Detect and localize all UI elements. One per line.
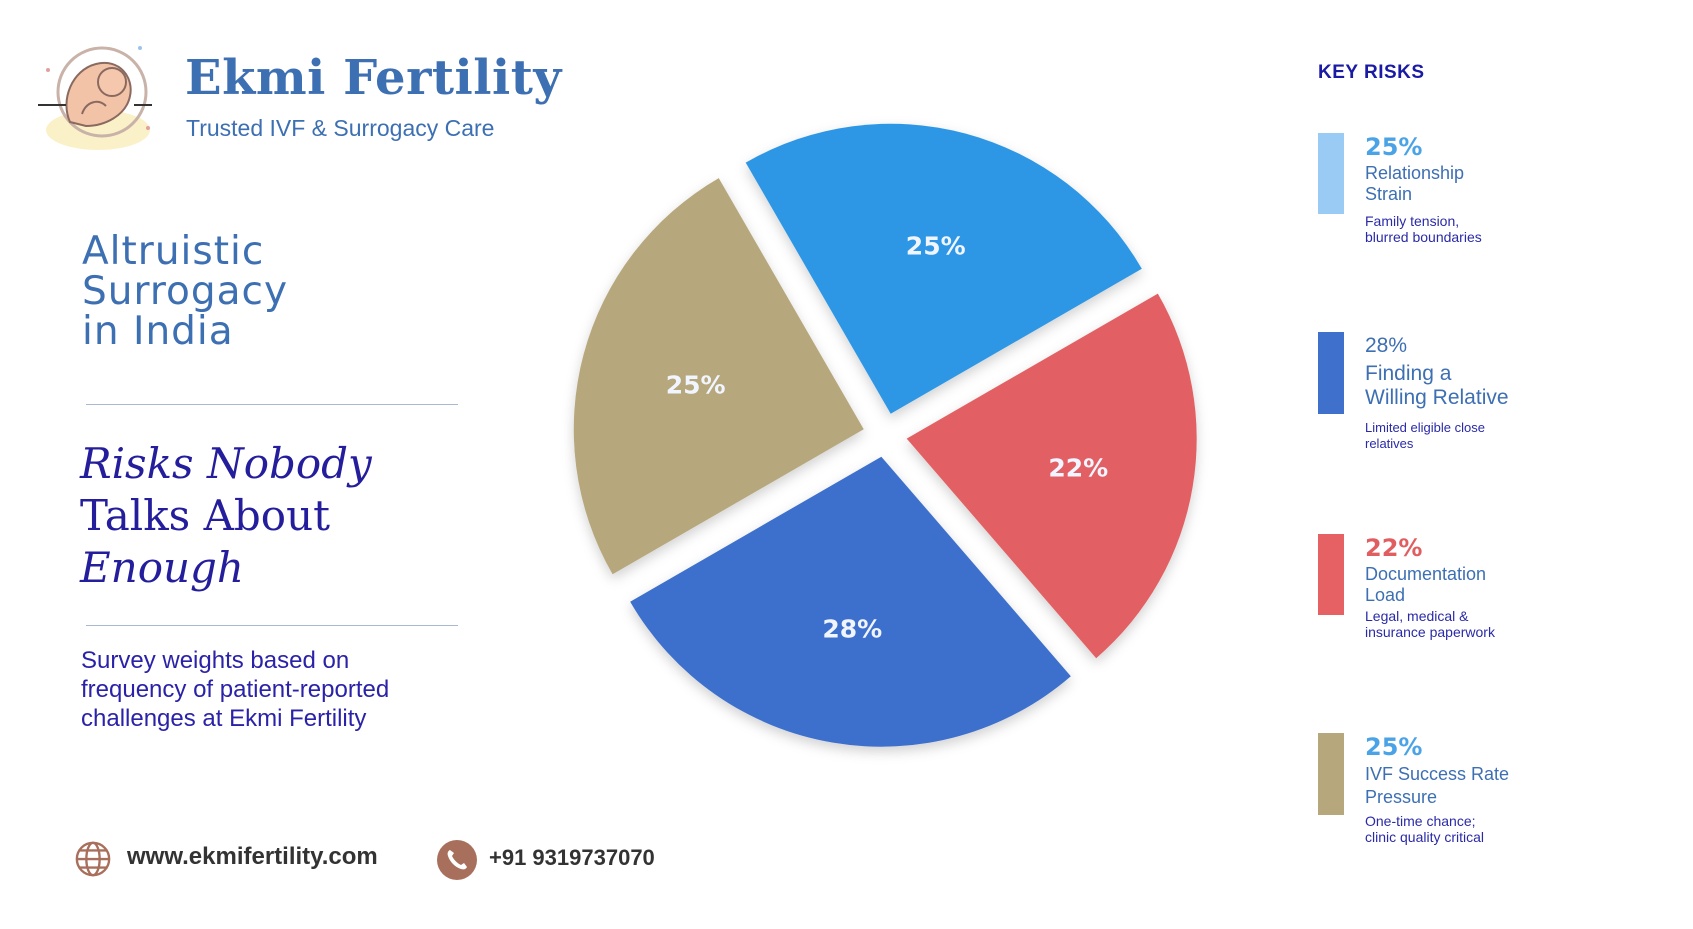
pie-slice-label: 22% (1048, 454, 1108, 483)
pie-slice-label: 28% (822, 614, 882, 643)
pie-slice (745, 123, 1142, 414)
phone-link[interactable]: +91 9319737070 (489, 845, 655, 870)
globe-icon (75, 841, 111, 877)
legend-item: 28% Finding a Willing Relative Limited e… (1318, 332, 1558, 472)
legend-percent: 25% (1365, 733, 1423, 761)
fetus-logo-icon (38, 46, 152, 150)
page-title-line: Altruistic (82, 229, 265, 274)
page-title-line: Surrogacy (82, 269, 289, 314)
pie-slice-label: 25% (906, 232, 966, 261)
legend-label: Documentation Load (1365, 564, 1487, 605)
legend-item: 25% Relationship Strain Family tension, … (1318, 133, 1558, 273)
legend-swatch (1318, 534, 1344, 615)
legend-label: Relationship Strain (1365, 163, 1465, 204)
pie-slice-label: 25% (666, 370, 726, 399)
subtitle-line: Enough (80, 543, 244, 592)
legend-item: 22% Documentation Load Legal, medical & … (1318, 534, 1558, 674)
legend-swatch (1318, 332, 1344, 414)
website-link[interactable]: www.ekmifertility.com (127, 843, 378, 870)
legend-description: One-time chance; clinic quality critical (1365, 813, 1485, 845)
survey-note: Survey weights based on frequency of pat… (81, 647, 390, 732)
subtitle-line: Talks About (80, 491, 331, 540)
pie-chart: 25% 22% 28% 25% (573, 123, 1197, 747)
pie-slice (630, 456, 1071, 747)
divider (86, 625, 458, 626)
pie-slice (573, 178, 864, 575)
legend-swatch (1318, 733, 1344, 815)
phone-icon (437, 840, 477, 880)
page-title-line: in India (82, 309, 234, 354)
legend-description: Family tension, blurred boundaries (1365, 213, 1482, 245)
legend-description: Legal, medical & insurance paperwork (1365, 608, 1495, 640)
legend-label: Finding a Willing Relative (1365, 362, 1509, 409)
brand-tagline: Trusted IVF & Surrogacy Care (186, 115, 495, 141)
legend-title: KEY RISKS (1318, 62, 1425, 83)
legend-item: 25% IVF Success Rate Pressure One-time c… (1318, 733, 1558, 873)
legend-percent: 28% (1365, 334, 1408, 357)
divider (86, 404, 458, 405)
legend-swatch (1318, 133, 1344, 214)
legend-percent: 25% (1365, 133, 1423, 161)
pie-slice (906, 293, 1197, 659)
legend-label: IVF Success Rate Pressure (1365, 764, 1510, 807)
subtitle: Risks Nobody Talks About Enough (80, 438, 460, 594)
page-title: Altruistic Surrogacy in India (82, 232, 442, 352)
brand-name: Ekmi Fertility (185, 50, 562, 106)
subtitle-line: Risks Nobody (80, 439, 372, 488)
legend-percent: 22% (1365, 534, 1423, 562)
legend-description: Limited eligible close relatives (1365, 420, 1485, 451)
